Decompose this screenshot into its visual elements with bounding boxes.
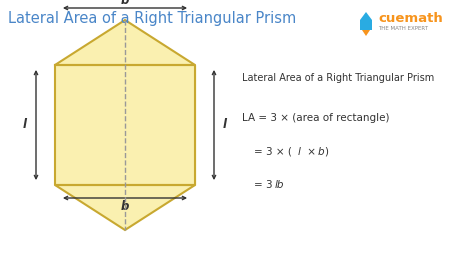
Text: l: l <box>23 119 27 131</box>
Text: ×: × <box>304 147 319 157</box>
Polygon shape <box>362 30 370 36</box>
Text: cuemath: cuemath <box>378 13 443 26</box>
Text: lb: lb <box>275 180 284 190</box>
Text: = 3: = 3 <box>254 180 273 190</box>
Text: ): ) <box>324 147 328 157</box>
Polygon shape <box>360 12 372 30</box>
Text: Lateral Area of a Right Triangular Prism: Lateral Area of a Right Triangular Prism <box>242 73 434 83</box>
Polygon shape <box>55 20 195 65</box>
Text: b: b <box>121 0 129 7</box>
Text: b: b <box>121 200 129 214</box>
Text: LA = 3 × (area of rectangle): LA = 3 × (area of rectangle) <box>242 113 390 123</box>
Text: l: l <box>298 147 301 157</box>
Polygon shape <box>55 185 195 230</box>
Text: THE MATH EXPERT: THE MATH EXPERT <box>378 26 428 32</box>
Text: Lateral Area of a Right Triangular Prism: Lateral Area of a Right Triangular Prism <box>8 11 296 26</box>
Polygon shape <box>55 65 195 185</box>
Text: = 3 × (: = 3 × ( <box>254 147 292 157</box>
Text: l: l <box>223 119 227 131</box>
Text: b: b <box>318 147 325 157</box>
